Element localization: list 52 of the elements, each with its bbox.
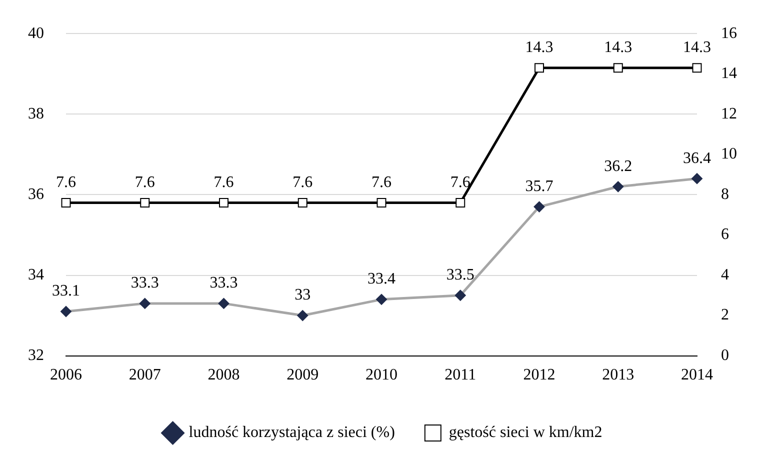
data-label: 36.4 [683, 150, 711, 167]
y-tick-label: 32 [28, 347, 44, 364]
data-label: 33.5 [446, 266, 474, 284]
point [218, 298, 230, 309]
data-label: 7.6 [56, 174, 76, 191]
y2-tick-label: 0 [721, 347, 729, 364]
point [139, 298, 150, 309]
y2-tick-label: 4 [721, 266, 729, 284]
point [534, 201, 545, 212]
legend-label: gęstość sieci w km/km2 [448, 424, 602, 442]
data-label: 7.6 [134, 174, 155, 191]
x-tick-label: 2009 [286, 366, 319, 384]
data-label: 14.3 [683, 39, 711, 56]
data-label: 7.6 [214, 174, 234, 191]
x-tick-label: 2007 [128, 366, 161, 384]
y2-tick-label: 14 [721, 65, 737, 82]
legend-label: ludność korzystająca z sieci (%) [188, 424, 395, 442]
point [297, 310, 308, 322]
data-label: 14.3 [604, 39, 632, 56]
y-tick-label: 36 [28, 186, 44, 203]
data-label: 33.1 [52, 282, 80, 300]
data-label: 7.6 [450, 174, 470, 191]
y2-tick-label: 16 [721, 24, 737, 42]
y2-tick-label: 10 [721, 146, 737, 163]
y-tick-label: 34 [28, 266, 44, 284]
y2-tick-label: 2 [721, 306, 729, 324]
x-tick-label: 2014 [681, 366, 713, 384]
data-label: 33.3 [210, 274, 238, 292]
point [612, 181, 624, 192]
data-label: 36.2 [604, 158, 632, 175]
point [376, 294, 387, 305]
x-tick-label: 2008 [208, 366, 240, 384]
data-label: 35.7 [525, 178, 554, 195]
data-label: 33.3 [130, 274, 159, 292]
x-tick-label: 2010 [366, 366, 398, 384]
y2-tick-label: 6 [721, 226, 729, 244]
y2-tick-label: 12 [721, 105, 737, 122]
x-tick-label: 2011 [444, 366, 476, 384]
x-tick-label: 2013 [602, 366, 634, 384]
x-tick-label: 2012 [523, 366, 556, 384]
x-tick-label: 2006 [50, 366, 82, 384]
y-tick-label: 40 [28, 24, 44, 42]
point [60, 306, 72, 317]
data-label: 33 [294, 286, 311, 304]
data-label: 7.6 [292, 174, 313, 191]
y2-tick-label: 8 [721, 186, 729, 203]
data-label: 14.3 [525, 39, 554, 56]
data-label: 33.4 [368, 270, 396, 288]
point [692, 173, 702, 184]
data-label: 7.6 [372, 174, 392, 191]
point [454, 290, 466, 301]
y-tick-label: 38 [28, 105, 44, 122]
